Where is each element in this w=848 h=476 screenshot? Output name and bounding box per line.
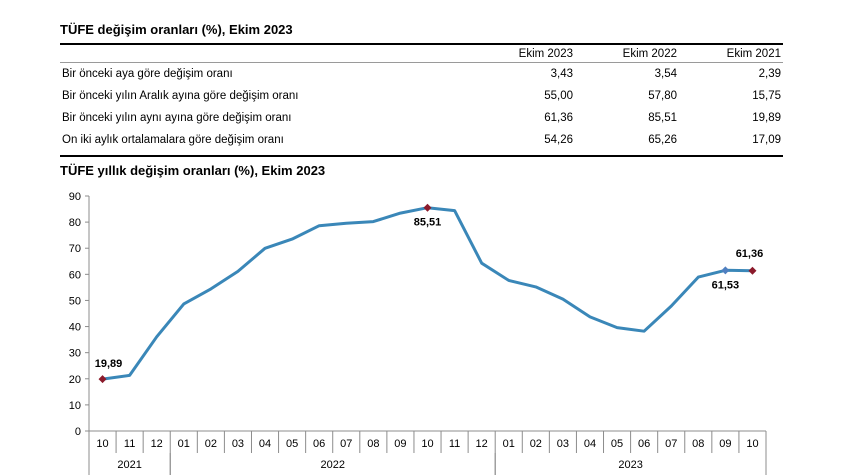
cpi-change-table: Ekim 2023 Ekim 2022 Ekim 2021 Bir önceki… [60,45,783,151]
row-label: Bir önceki yılın Aralık ayına göre değiş… [62,90,299,102]
data-point [481,262,483,264]
y-tick-label: 20 [69,374,81,386]
x-tick-label: 10 [421,438,433,450]
data-point [562,298,564,300]
x-tick-label: 08 [367,438,379,450]
data-point [454,210,456,212]
y-tick-label: 40 [69,322,81,334]
x-tick-label: 12 [151,438,163,450]
x-tick-label: 09 [394,438,406,450]
data-label: 19,89 [95,358,123,370]
y-tick-label: 10 [69,400,81,412]
data-point [670,305,672,307]
x-tick-label: 12 [476,438,488,450]
data-point [589,316,591,318]
highlight-marker-red [98,375,107,384]
data-point [535,286,537,288]
highlight-marker-red [748,266,757,275]
cell-value: 57,80 [648,90,677,102]
cell-value: 2,39 [758,68,781,80]
header-col-0: Ekim 2023 [518,47,573,60]
cell-value: 15,75 [752,90,781,102]
data-point [616,327,618,329]
cell-value: 54,26 [544,134,573,146]
x-tick-label: 03 [232,438,244,450]
highlight-marker-blue [721,266,730,275]
x-tick-label: 07 [665,438,677,450]
x-tick-label: 11 [124,438,135,450]
x-tick-label: 01 [178,438,190,450]
data-point [291,238,293,240]
data-point [345,222,347,224]
table-title: TÜFE değişim oranları (%), Ekim 2023 [60,22,293,37]
y-tick-label: 60 [69,269,81,281]
header-col-1: Ekim 2022 [622,47,677,60]
y-tick-label: 30 [69,348,81,360]
data-point [372,221,374,223]
x-tick-label: 09 [719,438,731,450]
table-row: Bir önceki yılın aynı ayına göre değişim… [60,107,783,129]
table-row: On iki aylık ortalamalara göre değişim o… [60,129,783,151]
cell-value: 85,51 [648,112,677,124]
y-tick-label: 80 [69,217,81,229]
data-point [156,336,158,338]
x-tick-label: 10 [96,438,108,450]
y-tick-label: 90 [69,191,81,203]
x-tick-label: 06 [313,438,325,450]
year-group-label: 2022 [320,459,344,471]
cell-value: 55,00 [544,90,573,102]
highlight-marker-red [423,203,432,212]
x-tick-label: 08 [692,438,704,450]
data-point [237,270,239,272]
table-bottom-rule [60,155,783,157]
cell-value: 3,43 [550,68,573,80]
data-point [264,247,266,249]
y-tick-label: 70 [69,243,81,255]
data-point [129,374,131,376]
header-col-2: Ekim 2021 [726,47,781,60]
data-point [183,303,185,305]
data-point [210,288,212,290]
row-label: Bir önceki yılın aynı ayına göre değişim… [62,112,292,124]
cell-value: 19,89 [752,112,781,124]
x-tick-label: 03 [557,438,569,450]
x-tick-label: 11 [449,438,460,450]
table-row: Bir önceki yılın Aralık ayına göre değiş… [60,85,783,107]
data-label: 61,36 [736,248,764,260]
x-tick-label: 06 [638,438,650,450]
x-tick-label: 05 [286,438,298,450]
x-tick-label: 02 [530,438,542,450]
x-tick-label: 01 [503,438,515,450]
cell-value: 17,09 [752,134,781,146]
x-tick-label: 02 [205,438,217,450]
x-tick-label: 04 [584,438,596,450]
y-tick-label: 50 [69,295,81,307]
x-tick-label: 07 [340,438,352,450]
chart-title: TÜFE yıllık değişim oranları (%), Ekim 2… [60,163,326,178]
table-row: Bir önceki aya göre değişim oranı 3,43 3… [60,63,783,86]
x-tick-label: 10 [746,438,758,450]
row-label: Bir önceki aya göre değişim oranı [62,68,233,80]
row-label: On iki aylık ortalamalara göre değişim o… [62,134,284,146]
cell-value: 3,54 [654,68,677,80]
x-tick-label: 04 [259,438,271,450]
data-label: 61,53 [712,279,740,291]
x-tick-label: 05 [611,438,623,450]
y-tick-label: 0 [75,426,81,438]
data-label: 85,51 [414,217,442,229]
data-point [643,330,645,332]
table-top-rule [60,43,783,45]
data-point [508,279,510,281]
data-point [399,212,401,214]
year-group-label: 2021 [117,459,141,471]
cell-value: 65,26 [648,134,677,146]
year-group-label: 2023 [618,459,642,471]
data-point [697,276,699,278]
table-header-row: Ekim 2023 Ekim 2022 Ekim 2021 [60,45,783,63]
cell-value: 61,36 [544,112,573,124]
series-line [101,206,754,381]
data-point [318,225,320,227]
